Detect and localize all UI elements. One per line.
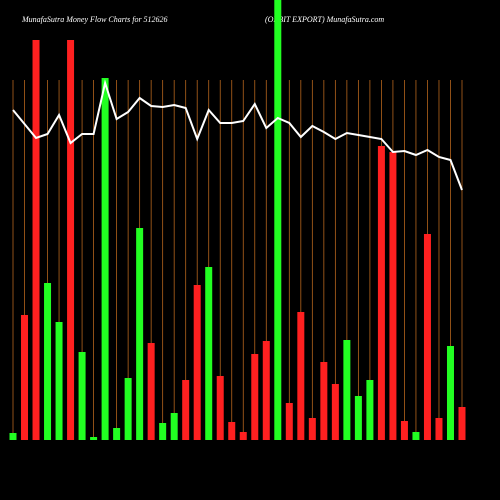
- bar: [9, 433, 17, 440]
- money-flow-line: [12, 79, 463, 191]
- bar: [354, 396, 362, 440]
- bar: [90, 437, 98, 440]
- bar: [458, 407, 466, 440]
- bar: [297, 312, 305, 440]
- bar: [216, 376, 224, 440]
- bar: [124, 378, 132, 440]
- bar: [308, 418, 316, 440]
- bar: [251, 354, 259, 440]
- bar: [331, 384, 339, 440]
- bar: [32, 40, 40, 440]
- bar: [366, 380, 374, 440]
- bar: [343, 340, 351, 440]
- bar: [228, 422, 236, 440]
- bar: [159, 423, 167, 440]
- bar: [205, 267, 213, 440]
- bar: [412, 432, 420, 440]
- chart-subtitle: (ORBIT EXPORT) MunafaSutra.com: [265, 15, 384, 24]
- bar: [55, 322, 63, 440]
- bar: [101, 78, 109, 440]
- chart-title: MunafaSutra Money Flow Charts for 512626: [21, 15, 168, 24]
- bar: [67, 40, 75, 440]
- bar: [389, 152, 397, 440]
- bar: [285, 403, 293, 440]
- bar: [78, 352, 86, 440]
- bar: [446, 346, 454, 440]
- bar: [320, 362, 328, 440]
- bar: [274, 0, 282, 440]
- bar: [182, 380, 190, 440]
- bar: [170, 413, 178, 440]
- bar: [262, 341, 270, 440]
- bar: [44, 283, 52, 440]
- bar: [239, 432, 247, 440]
- bar: [193, 285, 201, 440]
- bar: [423, 234, 431, 440]
- bar: [147, 343, 155, 440]
- bar: [136, 228, 144, 440]
- bar: [435, 418, 443, 440]
- bar: [113, 428, 121, 440]
- bar: [21, 315, 29, 440]
- bar: [400, 421, 408, 440]
- bar: [377, 146, 385, 440]
